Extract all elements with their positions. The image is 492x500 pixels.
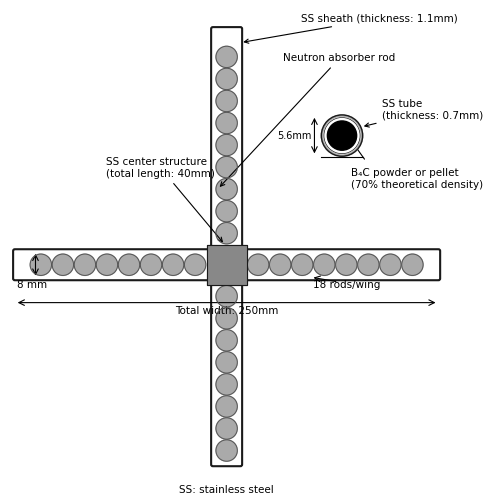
Circle shape xyxy=(216,134,237,156)
Circle shape xyxy=(216,352,237,373)
Circle shape xyxy=(118,254,140,276)
Circle shape xyxy=(216,156,237,178)
Text: 5.6mm: 5.6mm xyxy=(277,130,312,140)
Circle shape xyxy=(216,222,237,244)
Text: SS sheath (thickness: 1.1mm): SS sheath (thickness: 1.1mm) xyxy=(245,14,458,44)
Circle shape xyxy=(292,254,313,276)
Text: SS: stainless steel: SS: stainless steel xyxy=(179,485,274,495)
Circle shape xyxy=(216,396,237,417)
Text: SS center structure
(total length: 40mm): SS center structure (total length: 40mm) xyxy=(106,157,222,242)
Circle shape xyxy=(321,115,363,156)
Circle shape xyxy=(216,200,237,222)
Circle shape xyxy=(216,286,237,307)
Text: 18 rods/wing: 18 rods/wing xyxy=(313,280,380,290)
Circle shape xyxy=(402,254,423,276)
Bar xyxy=(207,245,246,284)
Circle shape xyxy=(216,46,237,68)
Circle shape xyxy=(162,254,184,276)
Circle shape xyxy=(247,254,269,276)
Circle shape xyxy=(74,254,95,276)
Circle shape xyxy=(216,308,237,329)
Circle shape xyxy=(216,330,237,351)
FancyBboxPatch shape xyxy=(211,27,242,466)
Text: Total width: 250mm: Total width: 250mm xyxy=(175,306,278,316)
Circle shape xyxy=(358,254,379,276)
Circle shape xyxy=(336,254,357,276)
Circle shape xyxy=(270,254,291,276)
Circle shape xyxy=(216,68,237,89)
Circle shape xyxy=(216,374,237,395)
Circle shape xyxy=(216,90,237,112)
Circle shape xyxy=(184,254,206,276)
Circle shape xyxy=(313,254,335,276)
Circle shape xyxy=(380,254,401,276)
Circle shape xyxy=(140,254,162,276)
Circle shape xyxy=(324,118,360,154)
Circle shape xyxy=(216,178,237,200)
Circle shape xyxy=(216,418,237,439)
Circle shape xyxy=(216,440,237,461)
Circle shape xyxy=(52,254,73,276)
Bar xyxy=(207,245,246,284)
Text: 8 mm: 8 mm xyxy=(17,280,47,290)
Circle shape xyxy=(96,254,118,276)
Circle shape xyxy=(327,121,357,150)
Circle shape xyxy=(30,254,52,276)
Circle shape xyxy=(216,112,237,134)
Text: SS tube
(thickness: 0.7mm): SS tube (thickness: 0.7mm) xyxy=(365,99,483,127)
Text: Neutron absorber rod: Neutron absorber rod xyxy=(220,53,396,186)
FancyBboxPatch shape xyxy=(13,249,440,280)
Text: B₄C powder or pellet
(70% theoretical density): B₄C powder or pellet (70% theoretical de… xyxy=(351,168,483,190)
